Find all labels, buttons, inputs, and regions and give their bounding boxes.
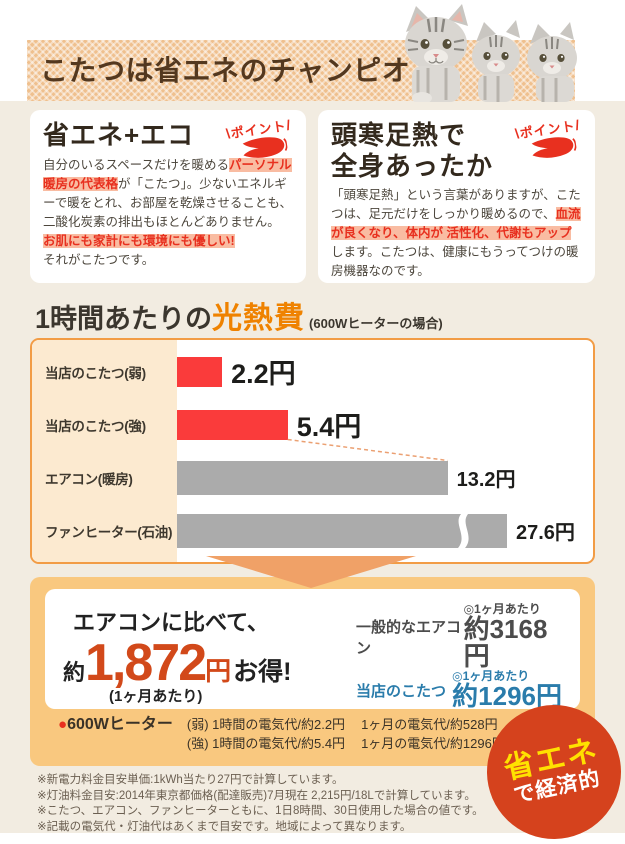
chart-row: 当店のこたつ(強) 5.4円 <box>32 398 593 451</box>
comparison-row-aircon: 一般的なエアコン ◎1ヶ月あたり 約3168円 <box>356 603 562 670</box>
heater-line-weak: (弱) 1時間の電気代/約2.2円 1ヶ月の電気代/約528円 <box>186 717 498 732</box>
chart-bar <box>177 409 288 440</box>
approx-label: 約 <box>63 660 86 685</box>
otoku-label: お得! <box>233 658 292 686</box>
body-text: します。こたつは、健康にもうってつけの暖房機器なのです。 <box>331 245 579 278</box>
chart-value-label: 2.2円 <box>231 359 296 389</box>
row-note: ◎1ヶ月あたり <box>463 602 541 616</box>
chart-category-label: ファンヒーター(石油) <box>45 524 173 540</box>
compare-text: エアコンに比べて、 <box>73 610 270 635</box>
savings-amount-line: 約 1,872 円 お得! <box>63 637 356 689</box>
row-label: 一般的なエアコン <box>356 618 462 657</box>
chart-bar <box>177 513 507 548</box>
savings-box: エアコンに比べて、 約 1,872 円 お得! (1ヶ月あたり) 一般的なエアコ… <box>45 589 580 710</box>
card-eco-title: 省エネ+エコ <box>43 120 195 150</box>
chart-section-title: 1時間あたりの 光熱費 (600Wヒーターの場合) <box>35 293 443 337</box>
bullet-icon: ● <box>58 716 68 733</box>
card-title-line1: 頭寒足熱で <box>331 120 467 150</box>
card-body: 「頭寒足熱」という言葉がありますが、こたつは、足元だけをしっかり暖めるので、血流… <box>331 186 582 281</box>
chart-value-label: 5.4円 <box>296 412 362 442</box>
per-month-note: (1ヶ月あたり) <box>109 688 203 705</box>
pointing-hand-icon <box>242 137 288 158</box>
page-title: こたつは省エネのチャンピオン! <box>40 55 449 86</box>
card-title-line2: 全身あったか <box>331 151 494 181</box>
heater-lines: (弱) 1時間の電気代/約2.2円 1ヶ月の電気代/約528円 (強) 1時間の電… <box>187 715 505 753</box>
heater-label: 600Wヒーター <box>67 716 173 733</box>
row-label: 当店のこたつ <box>356 682 447 700</box>
chart-rows: 当店のこたつ(弱) 2.2円当店のこたつ(強) 5.4円エアコン(暖房) 13.2円フ… <box>32 340 593 562</box>
footnote: ※記載の電気代・灯油代はあくまで目安です。地域によって異なります。 <box>37 820 412 833</box>
chart-value-label: 13.2円 <box>456 469 516 491</box>
card-eco-body: 自分のいるスペースだけを暖めるパーソナル暖房の代表格が「こたつ」。少ないエネルギ… <box>43 156 293 270</box>
chart-bar <box>177 460 448 495</box>
row-price: 約3168円 <box>463 614 548 671</box>
chart-category-label: 当店のこたつ(弱) <box>45 365 146 381</box>
chart-row: 当店のこたつ(弱) 2.2円 <box>32 345 593 398</box>
kitten-2 <box>472 20 520 102</box>
comparison-row-kotatsu: 当店のこたつ ◎1ヶ月あたり 約1296円 <box>356 670 562 710</box>
chart-row: エアコン(暖房) 13.2円 <box>32 451 593 504</box>
savings-comparison-rows: 一般的なエアコン ◎1ヶ月あたり 約3168円 当店のこたつ ◎1ヶ月あたり 約… <box>356 601 564 710</box>
row-note: ◎1ヶ月あたり <box>452 669 530 683</box>
chart-title-accent: 光熱費 <box>212 302 306 335</box>
kittens-photo <box>405 4 577 102</box>
chart-category-label: 当店のこたつ(強) <box>45 418 146 434</box>
footnotes: ※新電力料金目安単価:1kWh当たり27円で計算しています。 ※灯油料金目安:2… <box>37 773 517 835</box>
point-badge: \ポイント/ <box>511 114 588 164</box>
highlight-text: お肌にも家計にも環境にも優しい! <box>43 234 235 248</box>
body-text: 自分のいるスペースだけを暖める <box>43 158 230 172</box>
card-eco: \ポイント/ 省エネ+エコ 自分のいるスペースだけを暖めるパーソナル暖房の代表格… <box>30 110 306 283</box>
point-badge: \ポイント/ <box>222 114 299 164</box>
footnote: ※新電力料金目安単価:1kWh当たり27円で計算しています。 <box>37 774 344 786</box>
yen-label: 円 <box>205 656 232 686</box>
down-arrow <box>206 556 416 588</box>
savings-left: エアコンに比べて、 約 1,872 円 お得! (1ヶ月あたり) <box>61 601 356 705</box>
chart-title-main: 1時間あたりの <box>35 304 213 334</box>
chart-label-column <box>32 340 177 562</box>
chart-title-note: (600Wヒーターの場合) <box>309 316 443 331</box>
chart-row: ファンヒーター(石油) 27.6円 <box>32 504 593 557</box>
kitten-3 <box>527 22 577 102</box>
savings-amount: 1,872 <box>85 634 207 692</box>
footnote: ※こたつ、エアコン、ファンヒーターともに、1日8時間、30日使用した場合の値です… <box>37 805 484 817</box>
footnote: ※灯油料金目安:2014年東京都価格(配達販売)7月現在 2,215円/18Lで… <box>37 789 476 802</box>
axis-break-icon <box>453 513 471 548</box>
body-text: が「こたつ」。少ないエネルギーで暖をとれ、お部屋を乾燥させることも、二酸化炭素の… <box>43 177 293 229</box>
pointing-hand-icon <box>531 137 577 158</box>
slash-right: / <box>285 116 293 134</box>
cost-bar-chart: 当店のこたつ(弱) 2.2円当店のこたつ(強) 5.4円エアコン(暖房) 13.2円フ… <box>30 338 595 564</box>
chart-bar <box>177 356 223 387</box>
body-text: 「頭寒足熱」という言葉がありますが、こたつは、足元だけをしっかり暖めるので、 <box>331 188 581 221</box>
kitten-1 <box>405 4 468 102</box>
chart-value-label: 27.6円 <box>516 522 575 544</box>
card-zukan-sokunetsu: \ポイント/ 頭寒足熱で 全身あったか 「頭寒足熱」という言葉がありますが、こた… <box>318 110 595 283</box>
slash-right: / <box>574 116 582 134</box>
heater-detail-note: ● 600Wヒーター (弱) 1時間の電気代/約2.2円 1ヶ月の電気代/約528… <box>58 715 505 753</box>
body-text: それがこたつです。 <box>43 253 155 267</box>
chart-category-label: エアコン(暖房) <box>45 471 133 487</box>
heater-line-strong: (強) 1時間の電気代/約5.4円 1ヶ月の電気代/約1296円 <box>186 736 505 751</box>
